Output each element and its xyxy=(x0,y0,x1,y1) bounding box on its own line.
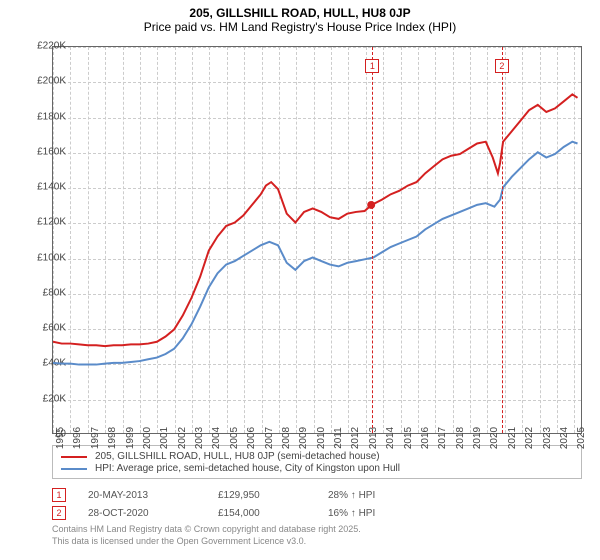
chart-marker-1: 1 xyxy=(365,59,379,73)
legend-swatch-price xyxy=(61,456,87,458)
sale-date-1: 20-MAY-2013 xyxy=(88,490,218,501)
title-subtitle: Price paid vs. HM Land Registry's House … xyxy=(0,20,600,34)
legend-label-price: 205, GILLSHILL ROAD, HULL, HU8 0JP (semi… xyxy=(95,451,380,462)
sale-date-2: 28-OCT-2020 xyxy=(88,508,218,519)
legend-row: HPI: Average price, semi-detached house,… xyxy=(61,463,573,474)
legend-row: 205, GILLSHILL ROAD, HULL, HU8 0JP (semi… xyxy=(61,451,573,462)
credits-line2: This data is licensed under the Open Gov… xyxy=(52,536,582,548)
sale-marker-1: 1 xyxy=(52,488,66,502)
sale-row: 1 20-MAY-2013 £129,950 28% ↑ HPI xyxy=(52,488,582,502)
titles: 205, GILLSHILL ROAD, HULL, HU8 0JP Price… xyxy=(0,0,600,34)
sale-price-1: £129,950 xyxy=(218,490,328,501)
sale-diff-2: 16% ↑ HPI xyxy=(328,508,375,519)
chart-marker-2: 2 xyxy=(495,59,509,73)
credits: Contains HM Land Registry data © Crown c… xyxy=(52,524,582,547)
credits-line1: Contains HM Land Registry data © Crown c… xyxy=(52,524,582,536)
footer: 1 20-MAY-2013 £129,950 28% ↑ HPI 2 28-OC… xyxy=(52,488,582,547)
title-address: 205, GILLSHILL ROAD, HULL, HU8 0JP xyxy=(0,6,600,20)
chart-container: 205, GILLSHILL ROAD, HULL, HU8 0JP Price… xyxy=(0,0,600,560)
sale-row: 2 28-OCT-2020 £154,000 16% ↑ HPI xyxy=(52,506,582,520)
sale-marker-2: 2 xyxy=(52,506,66,520)
legend-label-hpi: HPI: Average price, semi-detached house,… xyxy=(95,463,400,474)
sale-price-2: £154,000 xyxy=(218,508,328,519)
sale-diff-1: 28% ↑ HPI xyxy=(328,490,375,501)
chart-plot-area: 12 xyxy=(52,46,582,434)
legend: 205, GILLSHILL ROAD, HULL, HU8 0JP (semi… xyxy=(52,445,582,479)
legend-swatch-hpi xyxy=(61,468,87,470)
